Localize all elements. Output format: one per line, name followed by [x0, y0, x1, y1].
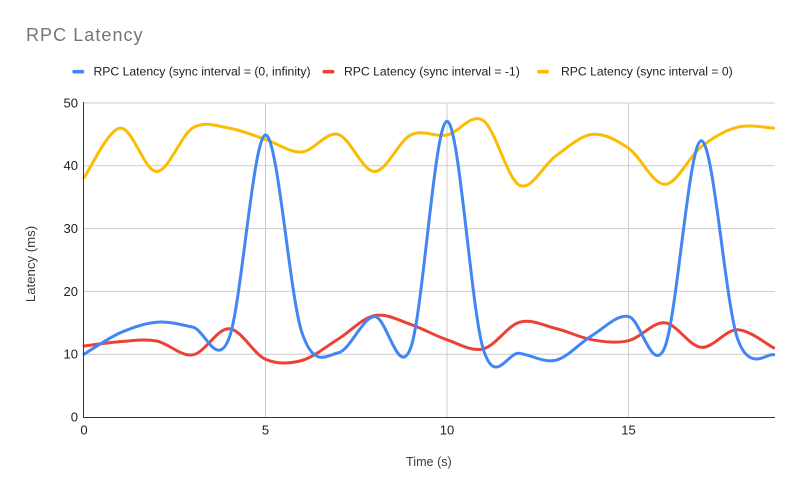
svg-text:Latency (ms): Latency (ms)	[23, 226, 38, 302]
svg-text:40: 40	[64, 158, 78, 173]
svg-text:10: 10	[440, 422, 454, 437]
svg-text:RPC Latency (sync interval = -: RPC Latency (sync interval = -1)	[344, 65, 520, 79]
svg-text:5: 5	[262, 422, 269, 437]
svg-text:0: 0	[71, 409, 78, 424]
svg-text:RPC Latency (sync interval = (: RPC Latency (sync interval = (0, infinit…	[94, 65, 311, 79]
svg-text:30: 30	[64, 221, 78, 236]
svg-text:15: 15	[621, 422, 635, 437]
svg-text:20: 20	[64, 284, 78, 299]
svg-text:RPC Latency (sync interval = 0: RPC Latency (sync interval = 0)	[561, 65, 733, 79]
svg-text:10: 10	[64, 347, 78, 362]
svg-text:0: 0	[80, 422, 87, 437]
svg-text:Time (s): Time (s)	[406, 455, 452, 469]
svg-text:RPC Latency: RPC Latency	[26, 25, 144, 45]
svg-text:50: 50	[64, 95, 78, 110]
